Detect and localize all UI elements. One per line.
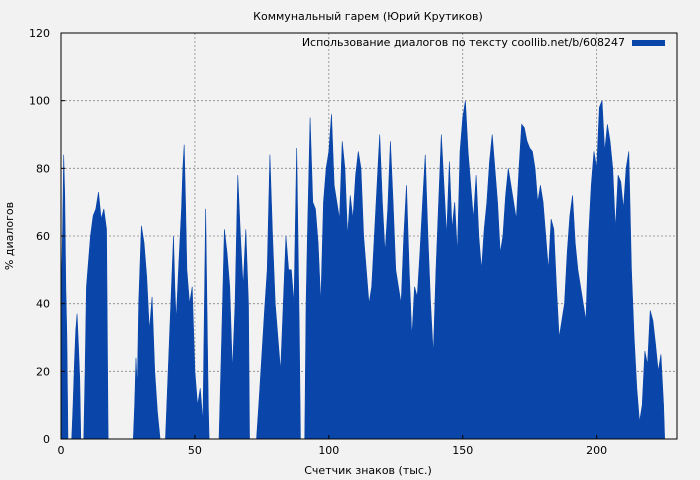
x-tick-label: 0 — [58, 444, 65, 457]
y-tick-label: 80 — [36, 162, 50, 175]
x-axis-label: Счетчик знаков (тыс.) — [304, 464, 432, 477]
y-tick-label: 60 — [36, 230, 50, 243]
y-tick-label: 0 — [43, 433, 50, 446]
x-tick-label: 50 — [188, 444, 202, 457]
y-tick-label: 120 — [29, 27, 50, 40]
x-tick-label: 100 — [318, 444, 339, 457]
data-series — [60, 100, 665, 440]
legend: Использование диалогов по тексту coollib… — [302, 36, 665, 49]
x-tick-label: 150 — [452, 444, 473, 457]
y-tick-label: 100 — [29, 95, 50, 108]
x-tick-label: 200 — [586, 444, 607, 457]
y-tick-label: 40 — [36, 298, 50, 311]
legend-swatch — [632, 40, 665, 46]
chart-title: Коммунальный гарем (Юрий Крутиков) — [253, 10, 483, 23]
y-tick-label: 20 — [36, 365, 50, 378]
legend-label: Использование диалогов по тексту coollib… — [302, 36, 625, 49]
x-axis: 0 50 100 150 200 — [58, 435, 607, 457]
series-area — [60, 100, 665, 440]
y-axis: 0 20 40 60 80 100 120 — [29, 27, 65, 446]
y-axis-label: % диалогов — [3, 202, 16, 270]
